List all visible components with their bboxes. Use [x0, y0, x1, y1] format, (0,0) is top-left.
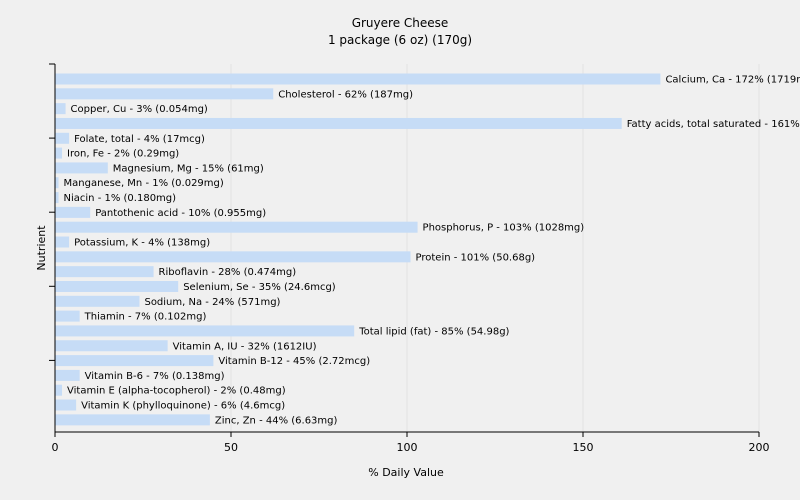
- bar-label: Vitamin E (alpha-tocopherol) - 2% (0.48m…: [67, 386, 286, 397]
- bars: Calcium, Ca - 172% (1719mg) Cholesterol -…: [55, 73, 800, 426]
- bar: [55, 399, 77, 411]
- bar: [55, 340, 168, 352]
- bar: [55, 192, 59, 204]
- bar: [55, 177, 59, 189]
- bar: [55, 325, 355, 337]
- bar-label: Total lipid (fat) - 85% (54.98g): [358, 326, 509, 337]
- bar-label: Riboflavin - 28% (0.474mg): [159, 267, 297, 278]
- bar-label: Sodium, Na - 24% (571mg): [144, 297, 280, 308]
- bar-label: Zinc, Zn - 44% (6.63mg): [215, 415, 338, 426]
- bar: [55, 384, 63, 396]
- bar-label: Protein - 101% (50.68g): [416, 252, 536, 263]
- bar: [55, 310, 80, 322]
- bar: [55, 73, 661, 85]
- bar-label: Niacin - 1% (0.180mg): [64, 193, 177, 204]
- x-tick-label: 100: [397, 441, 418, 454]
- bar: [55, 221, 418, 233]
- y-axis-title: Nutrient: [35, 225, 48, 271]
- y-axis-ticks: [49, 63, 55, 361]
- bar-label: Calcium, Ca - 172% (1719mg): [665, 75, 800, 86]
- bar-label: Vitamin A, IU - 32% (1612IU): [173, 341, 317, 352]
- bar: [55, 236, 70, 248]
- bar-label: Folate, total - 4% (17mcg): [74, 134, 205, 145]
- bar-label: Vitamin B-6 - 7% (0.138mg): [85, 371, 225, 382]
- bar: [55, 280, 179, 292]
- bar-label: Phosphorus, P - 103% (1028mg): [423, 223, 585, 234]
- bar: [55, 295, 140, 307]
- bar-label: Vitamin K (phylloquinone) - 6% (4.6mcg): [81, 401, 285, 412]
- chart-title: Gruyere Cheese: [352, 16, 449, 30]
- x-axis-title: % Daily Value: [368, 466, 444, 479]
- x-axis-ticks: 0 50 100 150 200: [52, 432, 770, 454]
- chart-subtitle: 1 package (6 oz) (170g): [328, 33, 472, 47]
- bar: [55, 355, 214, 367]
- x-tick-label: 0: [52, 441, 59, 454]
- bar: [55, 414, 210, 426]
- x-tick-label: 200: [749, 441, 770, 454]
- bar-label: Potassium, K - 4% (138mg): [74, 238, 210, 249]
- bar-label: Fatty acids, total saturated - 161% (32.…: [627, 119, 800, 130]
- bar-label: Pantothenic acid - 10% (0.955mg): [95, 208, 266, 219]
- bar: [55, 162, 108, 174]
- bar: [55, 266, 154, 278]
- bar: [55, 251, 411, 263]
- bar-label: Magnesium, Mg - 15% (61mg): [113, 163, 264, 174]
- bar: [55, 369, 80, 381]
- bar-label: Thiamin - 7% (0.102mg): [84, 312, 207, 323]
- bar-label: Selenium, Se - 35% (24.6mcg): [183, 282, 336, 293]
- bar: [55, 206, 91, 218]
- bar-label: Copper, Cu - 3% (0.054mg): [71, 104, 208, 115]
- bar: [55, 117, 622, 129]
- bar: [55, 103, 66, 115]
- bar-label: Cholesterol - 62% (187mg): [278, 89, 413, 100]
- bar: [55, 147, 63, 159]
- bar: [55, 132, 70, 144]
- bar: [55, 88, 274, 100]
- bar-label: Manganese, Mn - 1% (0.029mg): [64, 178, 224, 189]
- x-tick-label: 50: [224, 441, 238, 454]
- bar-label: Vitamin B-12 - 45% (2.72mcg): [218, 356, 370, 367]
- bar-label: Iron, Fe - 2% (0.29mg): [67, 149, 179, 160]
- x-tick-label: 150: [573, 441, 594, 454]
